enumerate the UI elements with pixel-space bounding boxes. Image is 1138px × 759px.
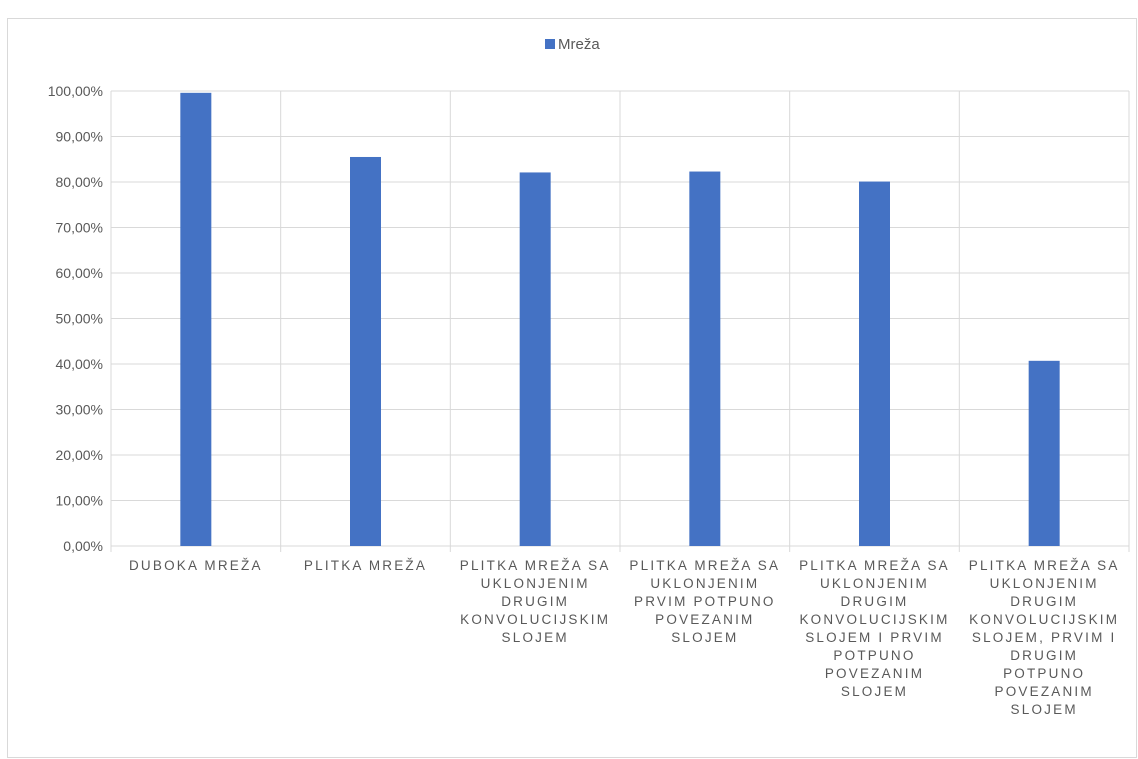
- x-category-label: PLITKA MREŽA SA UKLONJENIM DRUGIM KONVOLUCI…: [969, 558, 1120, 717]
- x-category-label: PLITKA MREŽA SA UKLONJENIM DRUGIM KONVOLUCI…: [460, 558, 611, 645]
- x-category-label: PLITKA MREŽA SA UKLONJENIM PRVIM POTPUNO PO…: [629, 558, 780, 645]
- y-tick-label: 20,00%: [56, 447, 103, 463]
- bar: [180, 92, 212, 546]
- y-tick-label: 90,00%: [56, 129, 103, 145]
- bar: [859, 181, 890, 547]
- legend-label: Mreža: [558, 36, 600, 53]
- chart-area: 0,00% 10,00% 20,00% 30,00% 40,00% 50,00% 60,00…: [7, 18, 1137, 758]
- y-tick-label: 30,00%: [56, 402, 103, 418]
- y-tick-label: 60,00%: [56, 265, 103, 281]
- x-category-label: PLITKA MREŽA SA UKLONJENIM DRUGIM KONVOLUCI…: [799, 558, 950, 699]
- bar-chart: 0,00% 10,00% 20,00% 30,00% 40,00% 50,00% 60,00…: [48, 36, 1130, 717]
- y-tick-label: 10,00%: [56, 493, 103, 509]
- gridlines: [110, 90, 1130, 552]
- y-tick-label: 70,00%: [56, 220, 103, 236]
- y-tick-label: 40,00%: [56, 356, 103, 372]
- bars: [180, 92, 1060, 547]
- x-category-label: PLITKA MREŽA: [304, 558, 427, 573]
- y-tick-label: 100,00%: [48, 83, 103, 99]
- axes: 0,00% 10,00% 20,00% 30,00% 40,00% 50,00% 60,00…: [48, 83, 1120, 717]
- bar: [350, 156, 381, 546]
- bar: [689, 171, 721, 546]
- legend: Mreža: [545, 36, 600, 53]
- bar: [1028, 360, 1060, 546]
- x-category-label: DUBOKA MREŽA: [129, 558, 263, 573]
- legend-swatch: [545, 39, 555, 49]
- y-tick-label: 80,00%: [56, 174, 103, 190]
- bar: [519, 172, 551, 546]
- y-tick-label: 0,00%: [63, 538, 103, 554]
- y-tick-label: 50,00%: [56, 311, 103, 327]
